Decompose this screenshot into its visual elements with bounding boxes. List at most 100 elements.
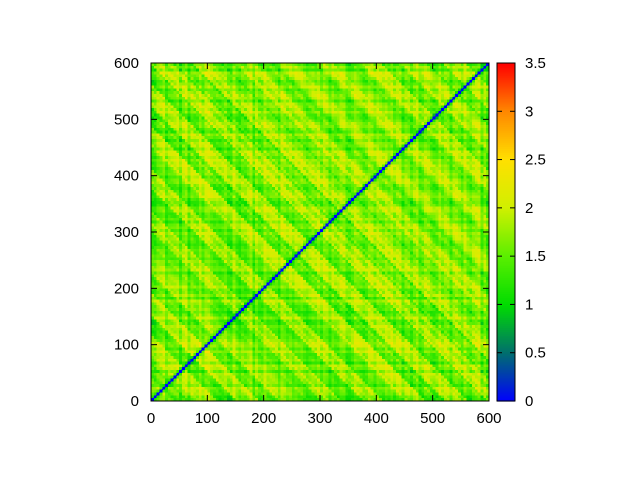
colorbar-segment [497, 369, 515, 372]
colorbar-segment [497, 146, 515, 150]
colorbar-segment [497, 257, 515, 261]
colorbar-segment [497, 255, 515, 259]
colorbar-segment [497, 116, 515, 120]
colorbar-segment [497, 138, 515, 142]
colorbar-segment [497, 311, 515, 315]
colorbar-segment [497, 63, 515, 66]
colorbar-segment [497, 323, 515, 327]
colorbar-segment [497, 204, 515, 207]
colorbar-segment [497, 287, 515, 291]
colorbar-segment [497, 305, 515, 309]
colorbar-segment [497, 182, 515, 185]
colorbar-segment [497, 237, 515, 241]
heatmap-diagonal [150, 62, 490, 402]
colorbar-segment [497, 96, 515, 100]
colorbar-segment [497, 275, 515, 279]
colorbar-segment [497, 150, 515, 154]
colorbar-segment [497, 132, 515, 136]
colorbar-segment [497, 108, 515, 112]
colorbar-segment [497, 261, 515, 265]
colorbar-tick-label: 2.5 [525, 152, 546, 169]
colorbar-segment [497, 66, 515, 70]
colorbar-segment [497, 259, 515, 263]
colorbar-segment [497, 162, 515, 165]
colorbar-tick-label: 1.5 [525, 248, 546, 265]
colorbar-segment [497, 277, 515, 281]
colorbar-segment [497, 327, 515, 331]
colorbar-segment [497, 383, 515, 386]
y-tick-label: 100 [114, 337, 139, 354]
colorbar-segment [497, 289, 515, 293]
colorbar-segment [497, 313, 515, 317]
colorbar-segment [497, 389, 515, 392]
y-tick-label: 500 [114, 111, 139, 128]
colorbar-segment [497, 194, 515, 197]
y-tick-label: 300 [114, 224, 139, 241]
colorbar-tick-label: 0.5 [525, 345, 546, 362]
colorbar-segment [497, 172, 515, 175]
colorbar-segment [497, 160, 515, 164]
colorbar-segment [497, 64, 515, 68]
colorbar-segment [497, 212, 515, 215]
heatmap-cells [150, 62, 490, 402]
colorbar-segment [497, 329, 515, 333]
colorbar-segment [497, 168, 515, 171]
colorbar-segment [497, 222, 515, 225]
colorbar-segment [497, 243, 515, 247]
colorbar-segment [497, 154, 515, 158]
colorbar-segment [497, 241, 515, 245]
colorbar-segment [497, 343, 515, 346]
colorbar-segment [497, 299, 515, 303]
colorbar-segment [497, 106, 515, 110]
colorbar-tick-label: 0 [525, 393, 533, 410]
colorbar-segment [497, 174, 515, 177]
colorbar-segment [497, 226, 515, 229]
colorbar-segment [497, 351, 515, 354]
x-tick-label: 500 [420, 410, 445, 427]
colorbar-segment [497, 80, 515, 84]
colorbar-segment [497, 339, 515, 342]
colorbar-segment [497, 186, 515, 189]
colorbar-segment [497, 188, 515, 191]
colorbar-segment [497, 198, 515, 201]
colorbar-segment [497, 126, 515, 130]
colorbar-segment [497, 321, 515, 325]
axes: 0 100 200 300 400 500 600 0 100 200 300 400 500 600 0 0… [114, 55, 546, 427]
colorbar-segment [497, 144, 515, 148]
colorbar-segment [497, 291, 515, 295]
colorbar-segment [497, 184, 515, 187]
colorbar-segment [497, 112, 515, 116]
colorbar-segment [497, 214, 515, 217]
colorbar-segment [497, 273, 515, 277]
colorbar-segment [497, 249, 515, 253]
colorbar-tick-label: 3 [525, 103, 533, 120]
colorbar-segment [497, 148, 515, 152]
colorbar-segment [497, 122, 515, 126]
colorbar-segment [497, 359, 515, 362]
colorbar-segment [497, 379, 515, 382]
colorbar-segment [497, 178, 515, 181]
colorbar-segment [497, 176, 515, 179]
colorbar-segment [497, 279, 515, 283]
colorbar-segment [497, 164, 515, 167]
colorbar-tick-label: 3.5 [525, 55, 546, 72]
colorbar-segment [497, 245, 515, 249]
colorbar-segment [497, 265, 515, 269]
colorbar-segment [497, 399, 515, 402]
colorbar-tick-label: 2 [525, 200, 533, 217]
colorbar-segment [497, 100, 515, 104]
colorbar-segment [497, 94, 515, 98]
colorbar-segment [497, 210, 515, 213]
colorbar-segment [497, 263, 515, 267]
x-tick-label: 0 [147, 410, 155, 427]
colorbar-segment [497, 166, 515, 169]
x-tick-label: 200 [251, 410, 276, 427]
colorbar-segment [497, 367, 515, 370]
colorbar-segment [497, 152, 515, 156]
y-tick-label: 400 [114, 168, 139, 185]
colorbar-segment [497, 235, 515, 239]
colorbar-segment [497, 110, 515, 114]
colorbar-segment [497, 134, 515, 138]
colorbar-segment [497, 78, 515, 82]
colorbar-segment [497, 381, 515, 384]
